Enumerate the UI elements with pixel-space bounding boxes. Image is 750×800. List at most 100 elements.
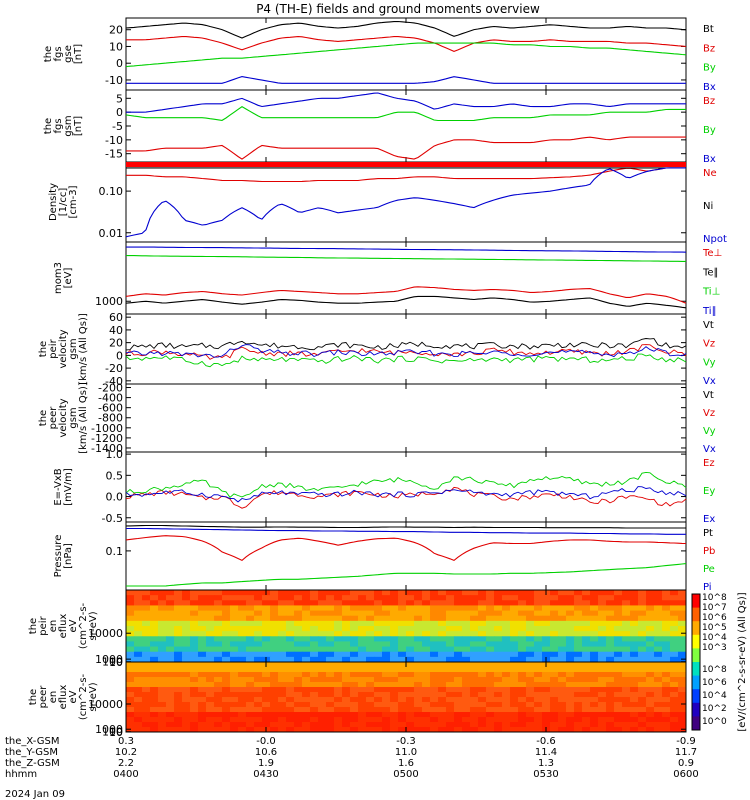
heatmap-cell (262, 712, 271, 718)
heatmap-cell (566, 707, 575, 713)
heatmap-cell (558, 727, 567, 733)
heatmap-cell (494, 727, 503, 733)
heatmap-cell (270, 662, 279, 668)
heatmap-cell (342, 610, 351, 617)
heatmap-cell (598, 620, 607, 627)
heatmap-cell (366, 641, 375, 648)
heatmap-cell (294, 651, 303, 658)
heatmap-cell (390, 610, 399, 617)
heatmap-cell (470, 697, 479, 703)
heatmap-cell (406, 662, 415, 668)
heatmap-cell (598, 600, 607, 606)
heatmap-cell (438, 656, 447, 663)
heatmap-cell (550, 600, 559, 606)
heatmap-cell (606, 692, 615, 698)
heatmap-cell (510, 631, 519, 637)
heatmap-cell (502, 667, 511, 673)
heatmap-cell (614, 590, 623, 596)
heatmap-cell (174, 651, 183, 658)
heatmap-cell (574, 651, 583, 658)
heatmap-cell (526, 595, 535, 601)
heatmap-cell (470, 646, 479, 653)
heatmap-cell (398, 722, 407, 728)
heatmap-cell (142, 727, 151, 733)
heatmap-cell (198, 610, 207, 617)
heatmap-cell (206, 717, 215, 723)
heatmap-cell (558, 667, 567, 673)
heatmap-cell (470, 672, 479, 678)
heatmap-cell (654, 662, 663, 668)
orbit-row-value: 1.3 (538, 758, 554, 769)
heatmap-cell (534, 702, 543, 708)
heatmap-cell (230, 631, 239, 637)
heatmap-cell (470, 641, 479, 648)
heatmap-cell (206, 651, 215, 658)
heatmap-cell (350, 636, 359, 642)
heatmap-cell (622, 707, 631, 713)
heatmap-cell (374, 692, 383, 698)
heatmap-cell (222, 631, 231, 637)
heatmap-cell (238, 590, 247, 596)
heatmap-cell (414, 590, 423, 596)
heatmap-cell (222, 662, 231, 668)
heatmap-cell (254, 626, 263, 632)
heatmap-cell (358, 615, 367, 622)
heatmap-cell (350, 615, 359, 622)
heatmap-cell (662, 631, 671, 637)
heatmap-cell (438, 677, 447, 683)
heatmap-cell (406, 651, 415, 658)
heatmap-cell (286, 667, 295, 673)
heatmap-cell (414, 626, 423, 632)
heatmap-cell (214, 636, 223, 642)
heatmap-cell (278, 677, 287, 683)
heatmap-cell (534, 692, 543, 698)
heatmap-cell (310, 662, 319, 668)
heatmap-cell (462, 717, 471, 723)
heatmap-cell (334, 692, 343, 698)
heatmap-cell (262, 626, 271, 632)
heatmap-cell (278, 590, 287, 596)
heatmap-cell (142, 687, 151, 693)
heatmap-cell (678, 636, 687, 642)
heatmap-cell (374, 717, 383, 723)
heatmap-cell (542, 677, 551, 683)
heatmap-cell (502, 677, 511, 683)
ytick-label: 0.5 (106, 469, 124, 482)
heatmap-cell (542, 620, 551, 627)
spectrogram-ion (126, 590, 687, 663)
heatmap-cell (230, 662, 239, 668)
heatmap-cell (334, 697, 343, 703)
orbit-row-value: 2.2 (118, 758, 134, 769)
heatmap-cell (238, 626, 247, 632)
heatmap-cell (246, 712, 255, 718)
colorbar-tick-label: 10^6 (702, 678, 727, 688)
heatmap-cell (654, 590, 663, 596)
heatmap-cell (134, 667, 143, 673)
heatmap-cell (550, 610, 559, 617)
heatmap-cell (262, 722, 271, 728)
heatmap-cell (302, 707, 311, 713)
heatmap-cell (406, 656, 415, 663)
heatmap-cell (254, 610, 263, 617)
heatmap-cell (206, 595, 215, 601)
heatmap-cell (374, 626, 383, 632)
heatmap-cell (670, 687, 679, 693)
heatmap-cell (150, 615, 159, 622)
heatmap-cell (222, 717, 231, 723)
heatmap-cell (438, 672, 447, 678)
heatmap-cell (334, 707, 343, 713)
heatmap-cell (462, 610, 471, 617)
heatmap-cell (126, 656, 135, 663)
heatmap-cell (198, 656, 207, 663)
heatmap-cell (550, 595, 559, 601)
heatmap-cell (502, 656, 511, 663)
heatmap-cell (638, 682, 647, 688)
heatmap-cell (438, 615, 447, 622)
ytick-label: 1.0 (106, 448, 124, 461)
heatmap-cell (358, 682, 367, 688)
heatmap-cell (190, 610, 199, 617)
heatmap-cell (334, 615, 343, 622)
heatmap-cell (342, 620, 351, 627)
